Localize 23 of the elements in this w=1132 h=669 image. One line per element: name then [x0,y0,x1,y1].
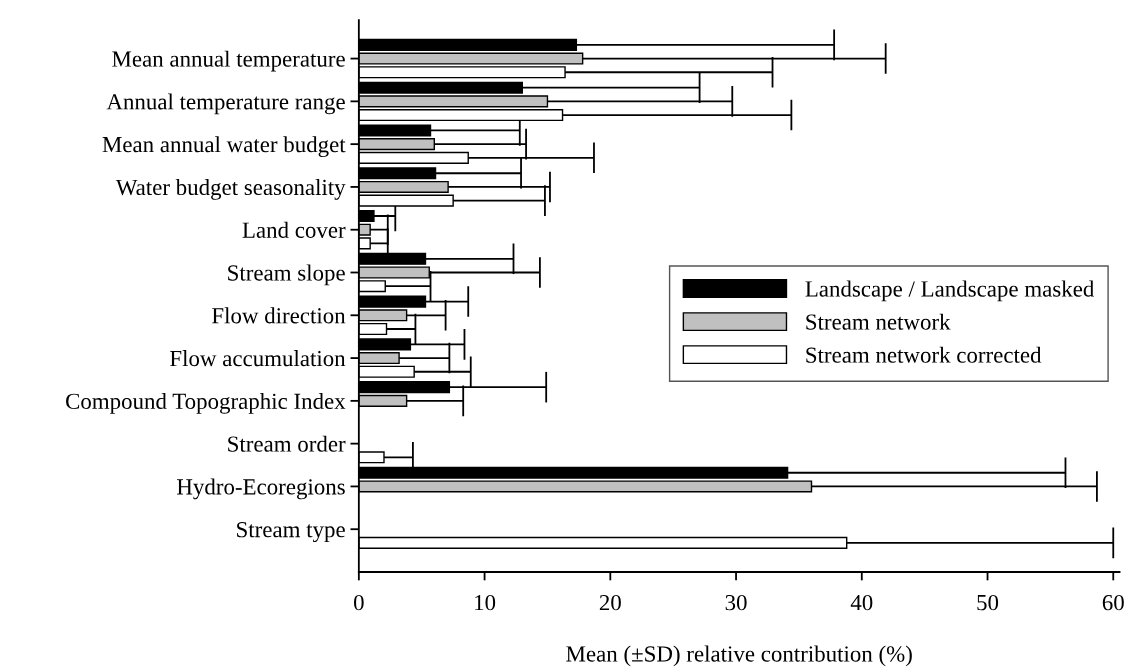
y-tick-label: Land cover [242,221,346,238]
y-tick-label: Stream slope [228,264,345,286]
y-tick-label: Hydro-Ecoregions [177,478,345,500]
x-tick-label: 40 [850,594,873,611]
y-tick-label: Flow direction [212,307,346,324]
legend-label: Landscape / Landscape masked [805,280,1095,302]
x-tick-label: 10 [475,594,496,611]
y-tick-label: Flow accumulation [170,350,346,367]
legend-label: Stream network [806,313,951,330]
x-tick-label: 0 [353,594,364,611]
y-tick-label: Compound Topographic Index [66,392,346,414]
x-tick-label: 60 [1102,594,1124,611]
y-tick-label: Mean annual water budget [102,136,346,158]
y-tick-label: Stream type [237,521,345,543]
y-tick-label: Water budget seasonality [115,178,346,200]
x-tick-label: 50 [977,594,999,611]
legend-label: Stream network corrected [806,346,1042,363]
y-tick-label: Mean annual temperature [112,50,345,72]
y-tick-label: Annual temperature range [106,93,345,115]
x-tick-label: 20 [599,594,621,611]
x-tick-label: 30 [725,594,747,611]
y-tick-label: Stream order [228,435,346,452]
x-axis-title: Mean (±SD) relative contribution (%) [566,645,912,667]
